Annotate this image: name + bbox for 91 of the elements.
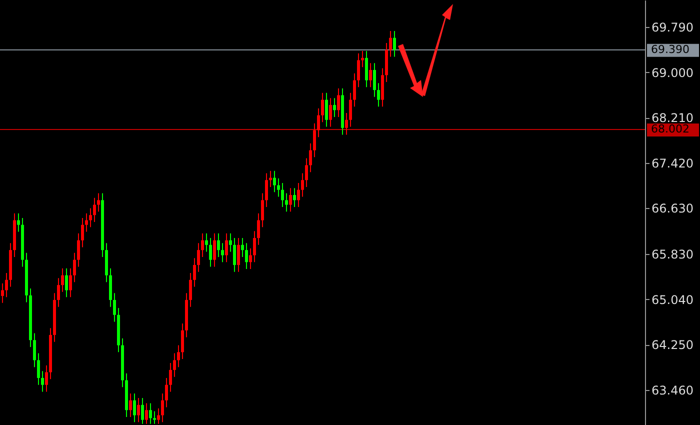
- candlestick: [17, 212, 20, 232]
- y-tick-label: 65.040: [652, 292, 694, 307]
- candlestick: [233, 238, 236, 272]
- candlestick: [369, 62, 372, 88]
- candlestick: [229, 232, 232, 252]
- candlestick: [329, 98, 332, 128]
- candlestick: [265, 172, 268, 208]
- candlestick: [249, 248, 252, 270]
- candlestick: [129, 392, 132, 418]
- candlestick: [77, 232, 80, 268]
- candlestick: [97, 192, 100, 212]
- candlestick: [141, 398, 144, 424]
- candlestick: [61, 268, 64, 292]
- candlestick: [73, 252, 76, 283]
- candlestick: [1, 282, 4, 304]
- candlestick: [201, 232, 204, 258]
- candlestick: [173, 352, 176, 378]
- candlestick: [261, 192, 264, 228]
- y-tick-label: 69.790: [652, 20, 694, 34]
- candlestick: [285, 192, 288, 212]
- candlestick: [189, 272, 192, 308]
- candlestick: [69, 268, 72, 298]
- candlestick: [357, 52, 360, 88]
- candlestick: [85, 212, 88, 232]
- candlestick: [301, 172, 304, 198]
- y-tick-label: 69.000: [652, 66, 694, 80]
- candlestick: [57, 278, 60, 308]
- candlestick: [305, 158, 308, 188]
- candlestick: [293, 188, 296, 208]
- candlestick: [37, 352, 40, 386]
- candlestick: [153, 410, 156, 424]
- candlestick: [33, 332, 36, 368]
- ref-line-label: 68.002: [651, 122, 690, 136]
- y-tick-label: 68.210: [652, 111, 694, 126]
- candlestick: [313, 122, 316, 158]
- candlestick: [321, 92, 324, 123]
- candlestick: [309, 142, 312, 173]
- candlestick: [289, 188, 292, 212]
- candlestick: [193, 258, 196, 288]
- candlestick: [213, 232, 216, 268]
- candlestick: [65, 268, 68, 298]
- candlestick: [221, 242, 224, 263]
- candlestick: [41, 370, 44, 392]
- candlestick: [241, 238, 244, 258]
- candlestick: [297, 182, 300, 208]
- candlestick: [333, 98, 336, 118]
- candlestick: [245, 242, 248, 270]
- candlestick: [349, 92, 352, 128]
- candlestick: [237, 238, 240, 272]
- candlestick: [161, 392, 164, 423]
- candlestick: [169, 362, 172, 392]
- candlestick: [5, 272, 8, 298]
- candlestick: [45, 364, 48, 392]
- candlestick: [89, 208, 92, 228]
- candlestick: [389, 30, 392, 58]
- candlestick: [225, 232, 228, 263]
- candlestick: [93, 197, 96, 222]
- candlestick: [353, 72, 356, 108]
- candlestick: [145, 402, 148, 424]
- candlestick: [165, 377, 168, 408]
- candlestick: [281, 182, 284, 208]
- candlestick: [113, 292, 116, 322]
- candlestick: [365, 50, 368, 88]
- candlestick: [205, 232, 208, 252]
- y-tick-label: 66.630: [652, 202, 694, 216]
- candlestick: [253, 230, 256, 263]
- candlestick: [137, 398, 140, 423]
- candlestick: [157, 408, 160, 424]
- candlestick: [277, 178, 280, 198]
- candlestick: [217, 232, 220, 258]
- candlestick: [345, 112, 348, 136]
- candlestick: [273, 170, 276, 193]
- candlestick: [209, 238, 212, 268]
- candlestick: [373, 62, 376, 98]
- y-tick-label: 64.250: [652, 338, 694, 352]
- ref-line-label: 69.390: [651, 42, 690, 56]
- candlestick: [257, 212, 260, 246]
- candlestick: [393, 30, 396, 58]
- y-tick-label: 63.460: [652, 384, 694, 398]
- y-tick-label: 65.830: [652, 248, 694, 262]
- candlestick: [377, 82, 380, 108]
- candlestick: [149, 402, 152, 424]
- candlestick: [197, 242, 200, 272]
- y-tick-label: 67.420: [652, 156, 694, 170]
- candlestick: [133, 392, 136, 423]
- candlestick: [325, 92, 328, 128]
- candlestick: [317, 108, 320, 138]
- candlestick: [181, 322, 184, 360]
- candlestick: [177, 344, 180, 368]
- candlestick: [81, 217, 84, 248]
- candlestick: [337, 88, 340, 118]
